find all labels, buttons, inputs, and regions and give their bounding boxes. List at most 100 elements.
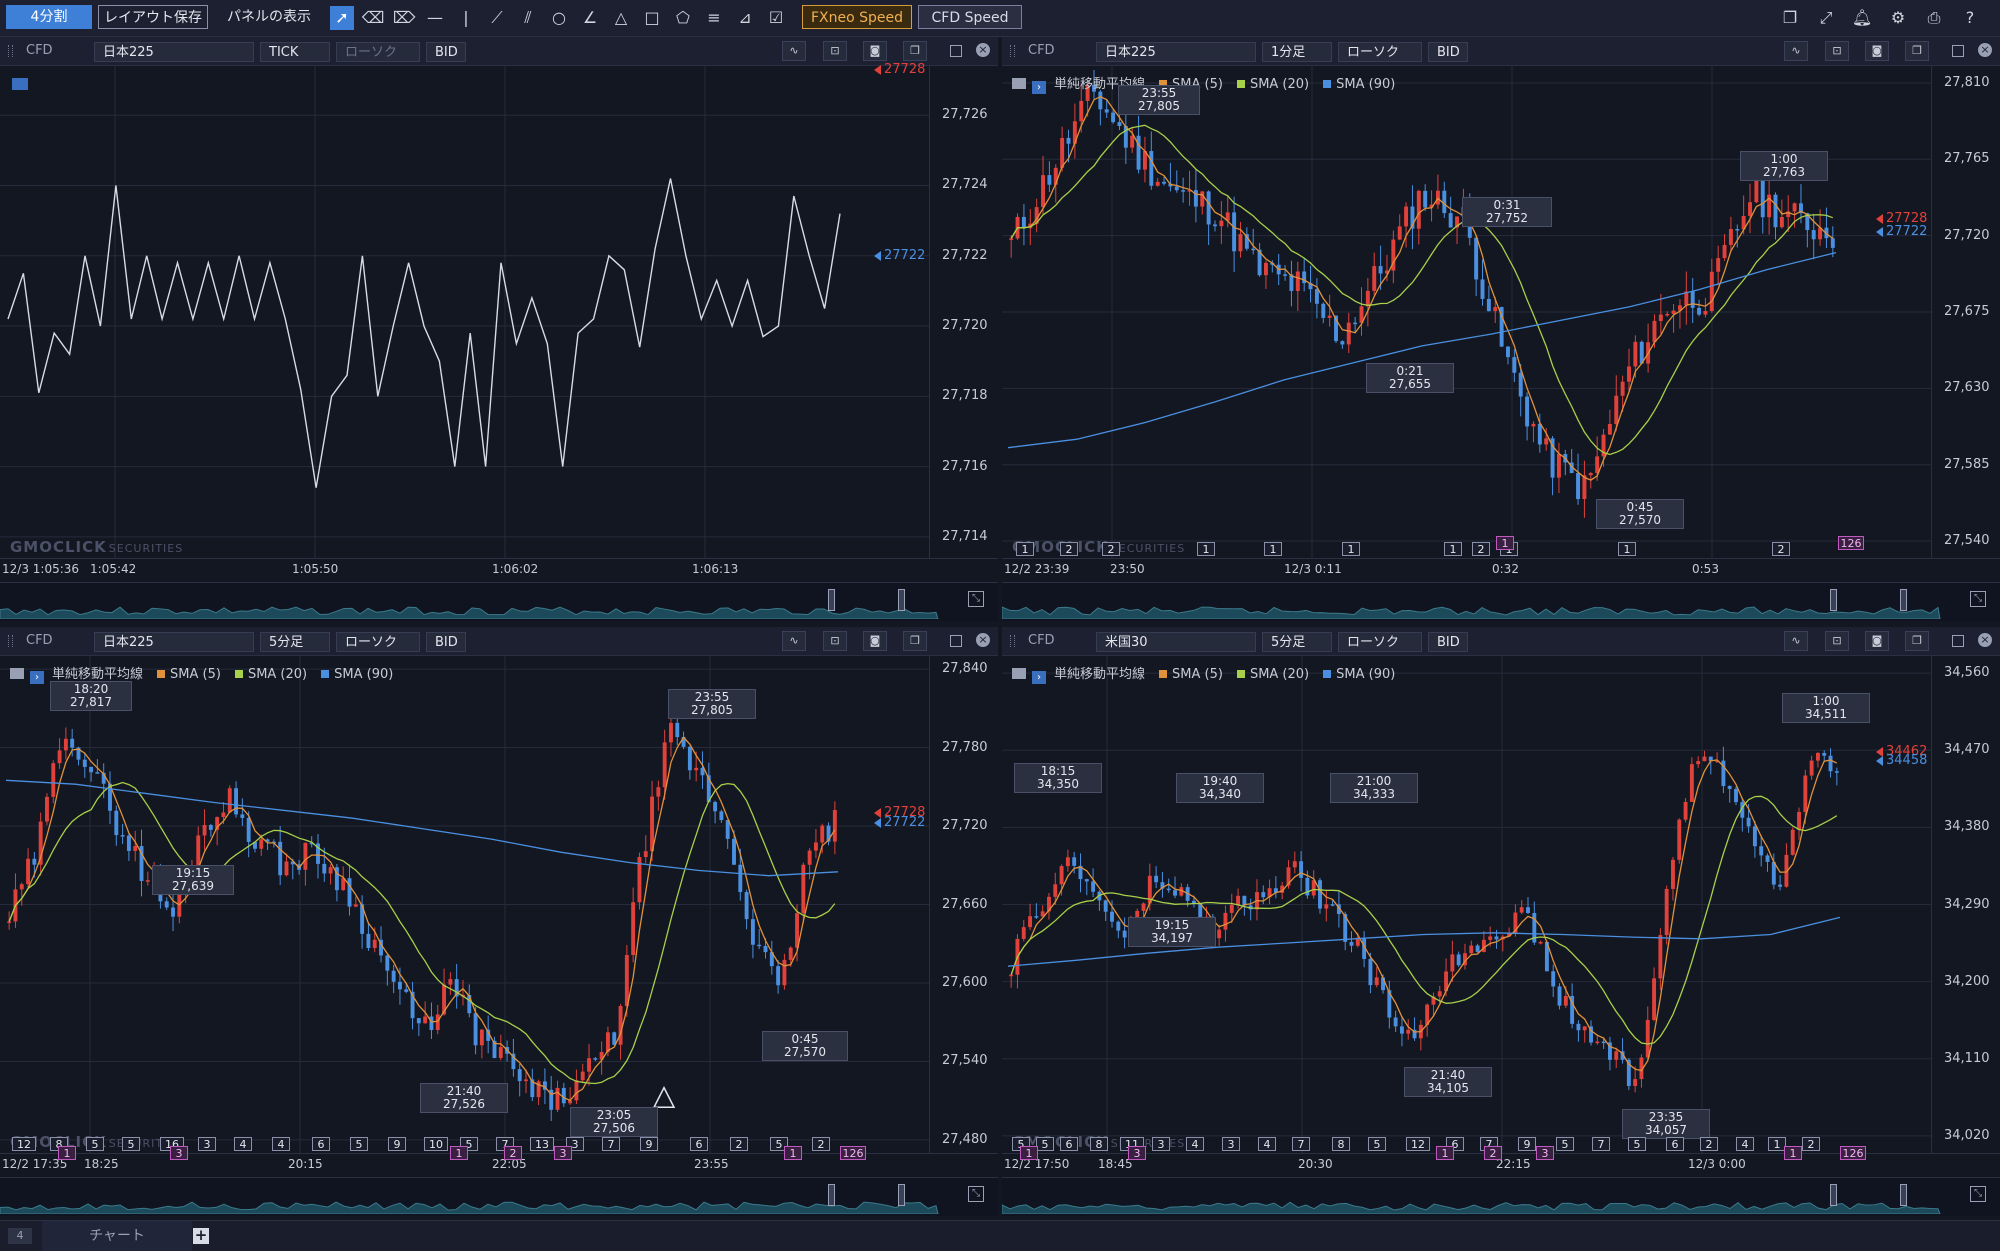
event-count-badge[interactable]: 4 xyxy=(1736,1137,1754,1151)
minimize-icon[interactable] xyxy=(950,45,962,57)
event-count-badge[interactable]: 6 xyxy=(312,1137,330,1151)
event-count-badge[interactable]: 2 xyxy=(1472,542,1490,556)
signal-count-badge[interactable]: 3 xyxy=(1536,1146,1554,1160)
hline-icon[interactable]: — xyxy=(427,8,443,27)
chart-type-select[interactable]: ローソク xyxy=(1338,42,1422,62)
event-count-badge[interactable]: 2 xyxy=(1802,1137,1820,1151)
channel-icon[interactable]: ⫽ xyxy=(524,8,532,27)
chart-type-select[interactable]: ローソク xyxy=(336,42,420,62)
copy-icon[interactable]: ❐ xyxy=(903,631,927,651)
navigator-handle-left[interactable] xyxy=(1830,1184,1837,1206)
timeframe-select[interactable]: 1分足 xyxy=(1262,42,1332,62)
pentagon-icon[interactable]: ⬠ xyxy=(676,8,690,27)
signal-count-badge[interactable]: 1 xyxy=(1784,1146,1802,1160)
navigator-minimap[interactable]: ⤡ xyxy=(1002,1177,2000,1216)
eraser-all-icon[interactable]: ⌦ xyxy=(392,8,416,27)
comment-icon[interactable] xyxy=(10,668,24,679)
cursor-icon[interactable]: ➚ xyxy=(330,6,354,30)
minimize-icon[interactable] xyxy=(950,635,962,647)
navigator-handle-left[interactable] xyxy=(1830,589,1837,611)
symbol-select[interactable]: 日本225 xyxy=(94,632,254,652)
eraser-icon[interactable]: ⌫ xyxy=(361,8,385,27)
navigator-minimap[interactable]: ⤡ xyxy=(0,582,998,621)
signal-count-badge[interactable]: 126 xyxy=(1840,1146,1866,1160)
checkbox-icon[interactable]: ☑ xyxy=(768,8,784,27)
trendline-icon[interactable]: ⟋ xyxy=(491,8,503,27)
signal-count-badge[interactable]: 1 xyxy=(1496,536,1514,550)
expand-legend-icon[interactable]: › xyxy=(1032,671,1046,684)
vline-icon[interactable]: | xyxy=(463,8,469,27)
event-count-badge[interactable]: 5 xyxy=(1556,1137,1574,1151)
comment-icon[interactable] xyxy=(1012,78,1026,89)
signal-count-badge[interactable]: 2 xyxy=(1484,1146,1502,1160)
camera-icon[interactable]: ◙ xyxy=(863,41,887,61)
timeframe-select[interactable]: 5分足 xyxy=(260,632,330,652)
signal-count-badge[interactable]: 2 xyxy=(504,1146,522,1160)
event-count-badge[interactable]: 5 xyxy=(1368,1137,1386,1151)
signal-count-badge[interactable]: 3 xyxy=(554,1146,572,1160)
event-count-badge[interactable]: 1 xyxy=(1768,1137,1786,1151)
print-icon[interactable]: ⎙ xyxy=(1927,8,1941,27)
event-count-badge[interactable]: 5 xyxy=(122,1137,140,1151)
event-count-badge[interactable]: 2 xyxy=(1102,542,1120,556)
indicator-icon[interactable]: ∿ xyxy=(1784,631,1808,651)
fxneo-speed-button[interactable]: FXneo Speed xyxy=(802,5,912,29)
event-count-badge[interactable]: 1 xyxy=(1618,542,1636,556)
signal-count-badge[interactable]: 126 xyxy=(840,1146,866,1160)
indicator-icon[interactable]: ∿ xyxy=(1784,41,1808,61)
fit-view-icon[interactable]: ⤡ xyxy=(1970,1186,1986,1202)
navigator-minimap[interactable]: ⤡ xyxy=(0,1177,998,1216)
event-count-badge[interactable]: 3 xyxy=(1222,1137,1240,1151)
event-count-badge[interactable]: 1 xyxy=(1016,542,1034,556)
gear-icon[interactable]: ⚙ xyxy=(1890,8,1906,27)
event-count-badge[interactable]: 1 xyxy=(1342,542,1360,556)
symbol-select[interactable]: 日本225 xyxy=(1096,42,1256,62)
event-count-badge[interactable]: 9 xyxy=(640,1137,658,1151)
price-type-select[interactable]: BID xyxy=(426,42,466,62)
event-count-badge[interactable]: 6 xyxy=(1666,1137,1684,1151)
event-count-badge[interactable]: 6 xyxy=(1060,1137,1078,1151)
indicator-icon[interactable]: ∿ xyxy=(782,41,806,61)
event-count-badge[interactable]: 2 xyxy=(812,1137,830,1151)
camera-icon[interactable]: ◙ xyxy=(1865,41,1889,61)
price-axis[interactable]: 27,726 27,724 27,722 27,720 27,718 27,716 27,7… xyxy=(929,66,998,558)
drawing-icon[interactable]: ⊡ xyxy=(823,631,847,651)
price-axis[interactable]: 34,560 34,470 34,380 34,290 34,200 34,110 34,0… xyxy=(1931,656,2000,1153)
event-count-badge[interactable]: 7 xyxy=(1592,1137,1610,1151)
event-count-badge[interactable]: 3 xyxy=(198,1137,216,1151)
copy-icon[interactable]: ❐ xyxy=(1905,41,1929,61)
event-count-badge[interactable]: 1 xyxy=(1264,542,1282,556)
close-icon[interactable]: × xyxy=(1978,43,1992,57)
comment-icon[interactable] xyxy=(12,78,28,90)
gann-icon[interactable]: ⊿ xyxy=(738,8,752,27)
event-count-badge[interactable]: 5 xyxy=(1036,1137,1054,1151)
signal-count-badge[interactable]: 1 xyxy=(1020,1146,1038,1160)
navigator-handle-right[interactable] xyxy=(1900,589,1907,611)
event-count-badge[interactable]: 3 xyxy=(1152,1137,1170,1151)
navigator-handle-right[interactable] xyxy=(898,589,905,611)
event-count-badge[interactable]: 4 xyxy=(234,1137,252,1151)
fullscreen-icon[interactable]: ⤢ xyxy=(1819,8,1833,27)
event-count-badge[interactable]: 4 xyxy=(1186,1137,1204,1151)
minimize-icon[interactable] xyxy=(1952,45,1964,57)
event-count-badge[interactable]: 10 xyxy=(424,1137,448,1151)
angle-icon[interactable]: ∠ xyxy=(582,8,598,27)
signal-count-badge[interactable]: 126 xyxy=(1838,536,1864,550)
expand-legend-icon[interactable]: › xyxy=(30,671,44,684)
event-count-badge[interactable]: 5 xyxy=(770,1137,788,1151)
close-icon[interactable]: × xyxy=(1978,633,1992,647)
comment-icon[interactable] xyxy=(1012,668,1026,679)
cfd-speed-button[interactable]: CFD Speed xyxy=(918,5,1022,29)
event-count-badge[interactable]: 5 xyxy=(1628,1137,1646,1151)
price-type-select[interactable]: BID xyxy=(426,632,466,652)
time-axis[interactable]: 12/2 23:39 23:50 12/3 0:11 0:32 0:53 xyxy=(1002,558,2000,581)
event-count-badge[interactable]: 7 xyxy=(1292,1137,1310,1151)
panel-display-button[interactable]: パネルの表示 xyxy=(227,9,311,25)
triangle-icon[interactable]: △ xyxy=(614,8,628,27)
navigator-handle-left[interactable] xyxy=(828,589,835,611)
panel-grip-icon[interactable] xyxy=(8,635,13,647)
copy-icon[interactable]: ❐ xyxy=(903,41,927,61)
fibonacci-icon[interactable]: ≡ xyxy=(707,8,721,27)
navigator-handle-left[interactable] xyxy=(828,1184,835,1206)
price-type-select[interactable]: BID xyxy=(1428,42,1468,62)
